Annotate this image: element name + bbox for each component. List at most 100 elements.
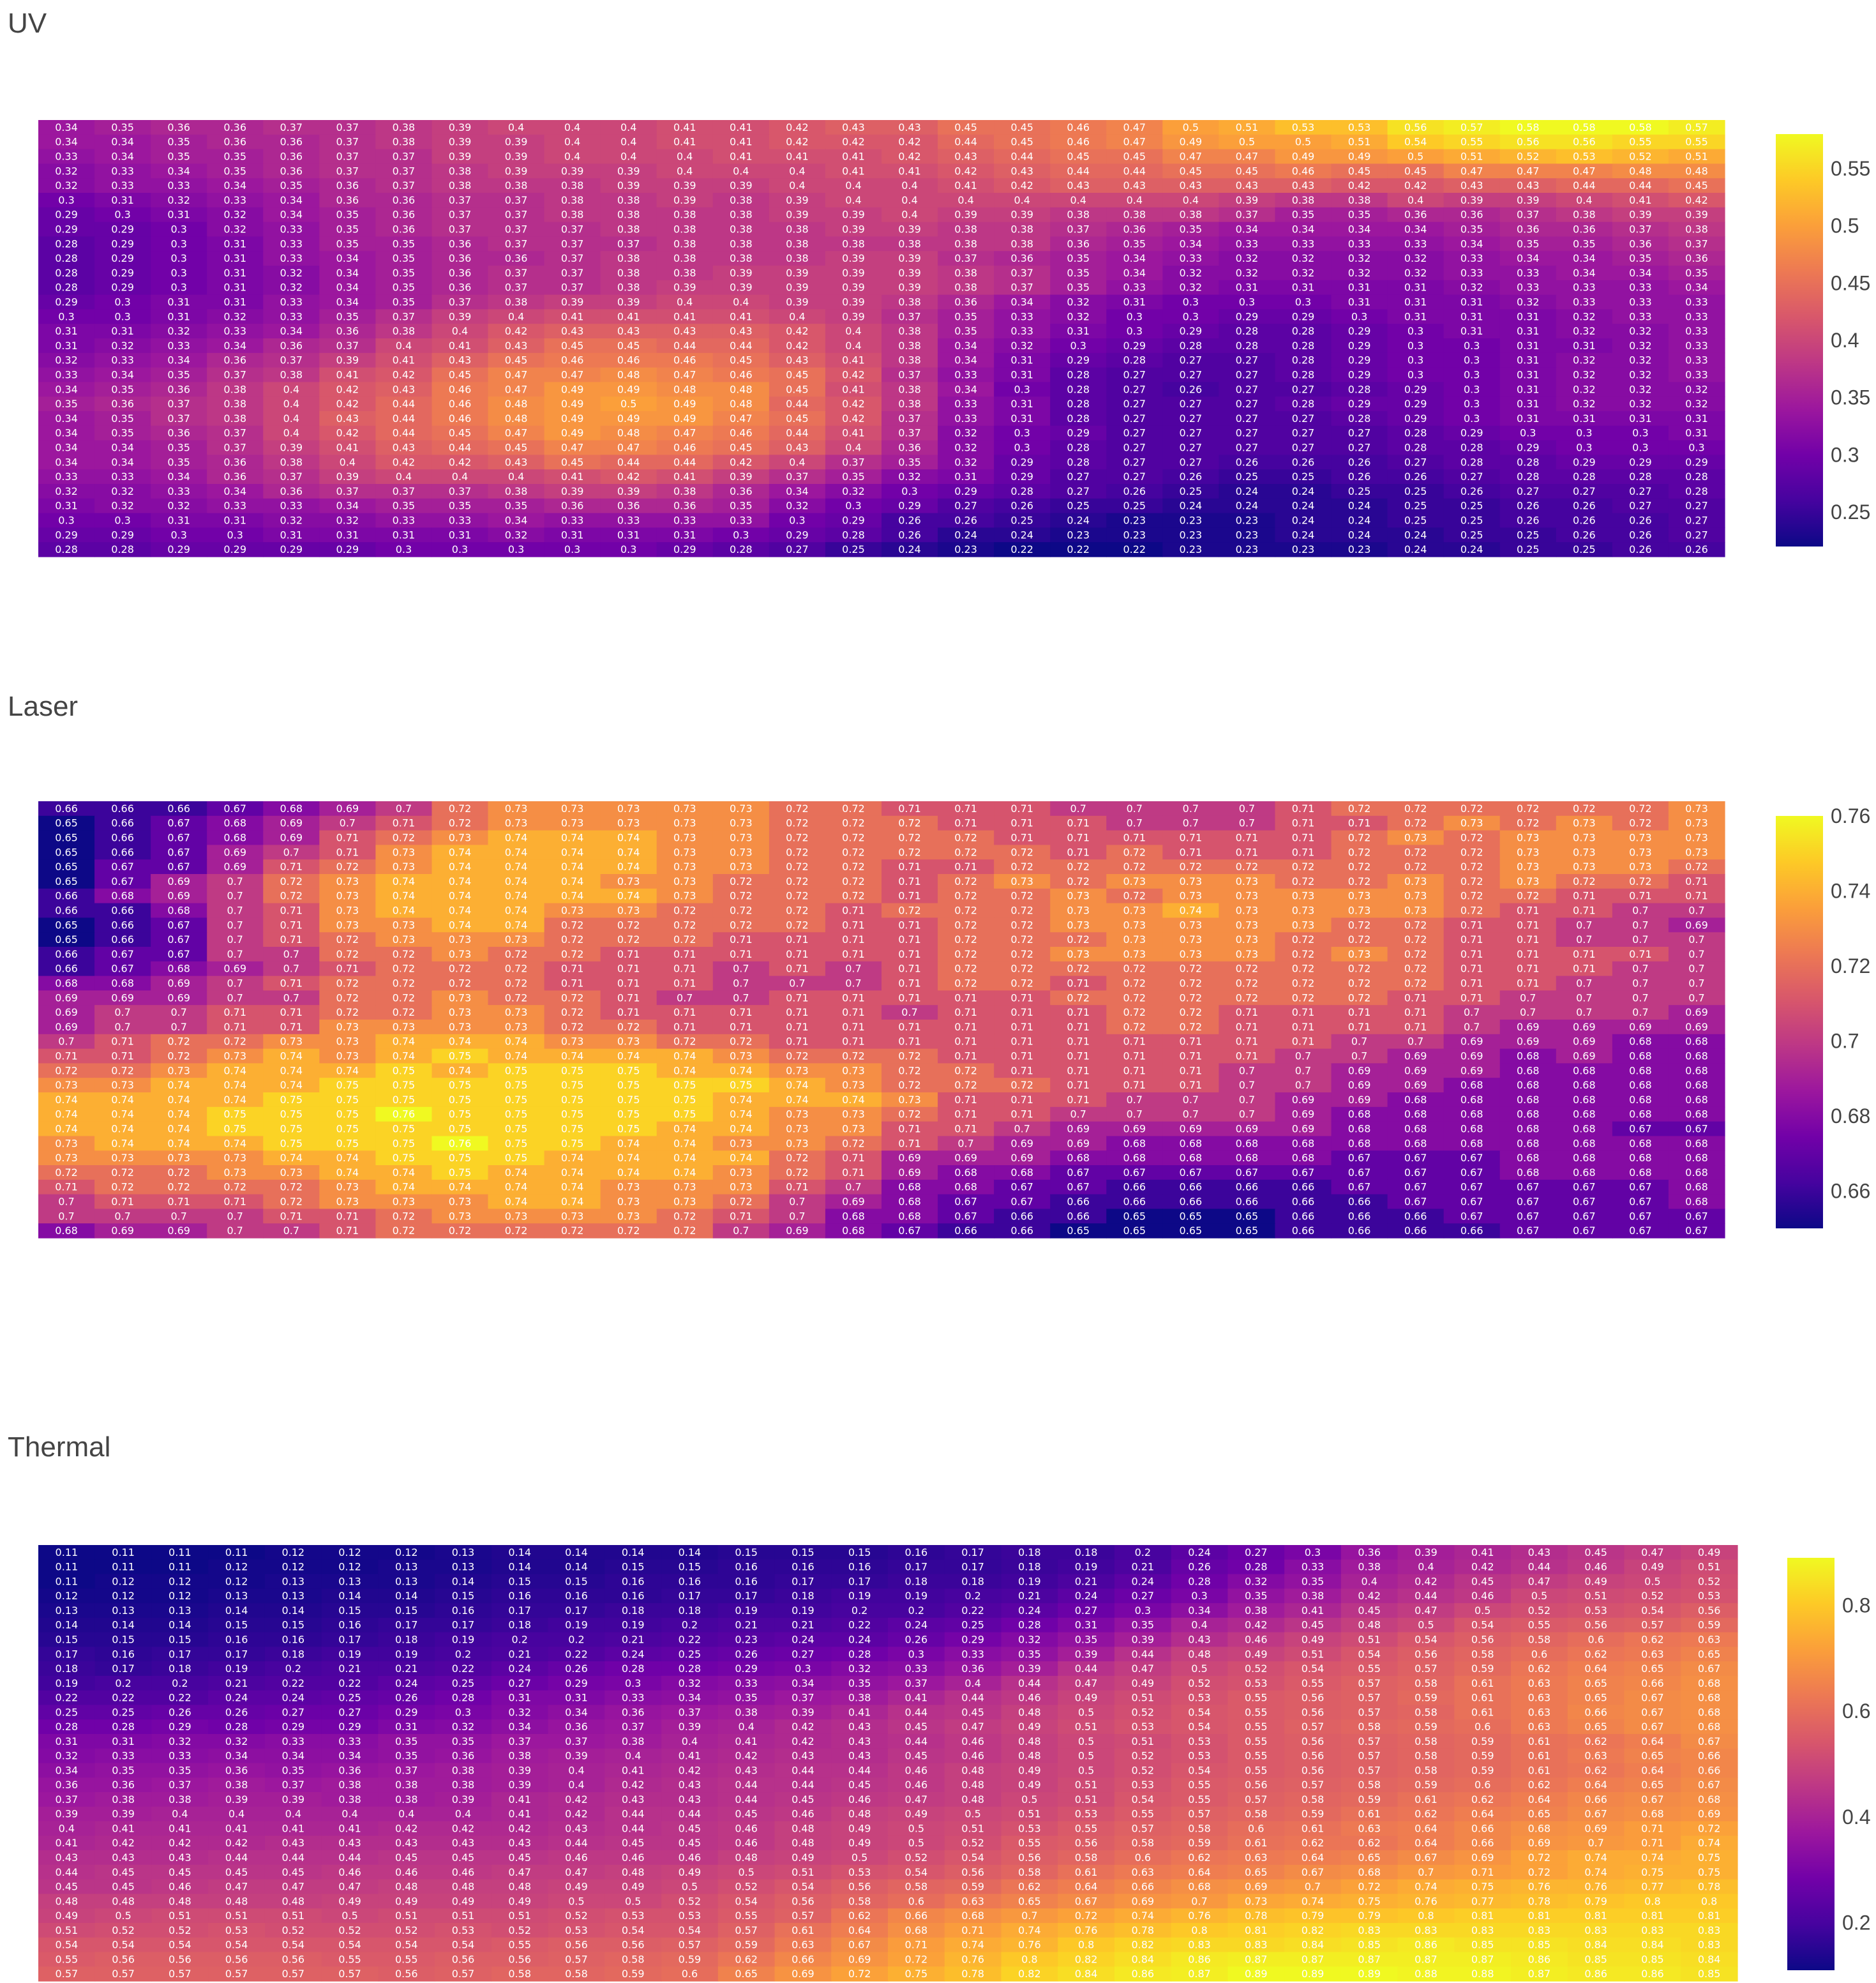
uv-cell-label: 0.43: [673, 325, 696, 337]
thermal-cell-label: 0.12: [281, 1561, 304, 1573]
laser-cell: [207, 1092, 264, 1108]
laser-cell-label: 0.73: [617, 1036, 640, 1048]
laser-cell: [1387, 845, 1445, 860]
laser-cell: [1387, 1121, 1445, 1136]
laser-cell-label: 0.73: [167, 1152, 190, 1164]
laser-cell-label: 0.73: [561, 1210, 584, 1222]
laser-cell: [656, 1005, 714, 1020]
laser-cell: [1499, 1179, 1557, 1195]
laser-cell-label: 0.66: [1404, 1210, 1427, 1222]
uv-cell-label: 0.43: [1236, 179, 1259, 192]
thermal-cell: [888, 1545, 945, 1560]
laser-cell-label: 0.74: [505, 1166, 528, 1179]
laser-cell: [656, 1223, 714, 1239]
uv-cell: [600, 484, 657, 499]
laser-cell: [1387, 990, 1445, 1006]
thermal-cell-label: 0.32: [169, 1735, 191, 1747]
laser-cell: [769, 903, 826, 918]
thermal-cell-label: 0.28: [622, 1663, 645, 1675]
thermal-cell-label: 0.17: [905, 1561, 928, 1573]
laser-cell: [712, 1165, 770, 1180]
laser-cell: [319, 961, 376, 977]
uv-cell: [825, 324, 882, 339]
laser-cell-label: 0.75: [617, 1079, 640, 1091]
laser-cell-label: 0.69: [1685, 1006, 1708, 1018]
thermal-cell-label: 0.56: [1302, 1750, 1324, 1762]
uv-cell: [544, 309, 601, 324]
thermal-cell-label: 0.12: [112, 1590, 135, 1602]
uv-cell: [94, 527, 151, 543]
uv-cell: [38, 236, 95, 252]
uv-cell: [1499, 513, 1557, 528]
laser-cell: [1387, 1165, 1445, 1180]
uv-cell-label: 0.42: [336, 427, 359, 439]
thermal-cell-label: 0.52: [1188, 1677, 1211, 1689]
uv-cell: [1331, 222, 1388, 237]
laser-cell: [207, 932, 264, 947]
uv-cell: [94, 440, 151, 455]
laser-cell-label: 0.71: [954, 1050, 977, 1062]
uv-cell-label: 0.3: [733, 529, 749, 541]
laser-cell: [1443, 1165, 1501, 1180]
uv-cell-label: 0.5: [1295, 136, 1311, 148]
laser-cell: [600, 1063, 657, 1078]
uv-cell: [319, 294, 376, 310]
uv-cell: [1219, 469, 1276, 485]
laser-cell: [431, 1063, 489, 1078]
uv-cell-label: 0.26: [1573, 500, 1596, 512]
laser-cell: [151, 1179, 207, 1195]
laser-cell: [656, 903, 714, 918]
uv-cell-label: 0.51: [1348, 136, 1371, 148]
uv-cell-label: 0.29: [336, 543, 359, 555]
uv-cell-label: 0.27: [1236, 427, 1259, 439]
uv-colorbar: [1776, 134, 1823, 547]
laser-cell-label: 0.72: [1517, 817, 1540, 829]
uv-cell: [1556, 411, 1613, 426]
thermal-cell-label: 0.17: [395, 1619, 418, 1631]
laser-cell-label: 0.72: [223, 1181, 246, 1193]
uv-cell-label: 0.36: [223, 136, 246, 148]
uv-cell-label: 0.33: [617, 515, 640, 527]
laser-cell-label: 0.74: [561, 875, 584, 887]
laser-cell: [1499, 1136, 1557, 1151]
laser-cell: [1612, 845, 1669, 860]
uv-cell: [1556, 294, 1613, 310]
laser-cell-label: 0.72: [842, 890, 865, 902]
laser-cell-label: 0.68: [1517, 1094, 1540, 1106]
laser-cell-label: 0.72: [1460, 846, 1483, 858]
laser-cell-label: 0.66: [1404, 1225, 1427, 1237]
uv-cell-label: 0.39: [898, 223, 921, 236]
laser-cell-label: 0.71: [1460, 991, 1483, 1004]
uv-cell: [600, 396, 657, 412]
uv-cell: [1162, 367, 1219, 382]
uv-cell-label: 0.38: [393, 136, 416, 148]
uv-cell-label: 0.38: [449, 165, 472, 177]
laser-cell: [151, 1106, 207, 1122]
laser-cell: [94, 947, 151, 962]
laser-cell-label: 0.73: [505, 1210, 528, 1222]
laser-cell-label: 0.72: [673, 933, 696, 946]
laser-cell-label: 0.72: [1404, 963, 1427, 975]
laser-cell: [1050, 1034, 1107, 1050]
uv-cell: [1499, 149, 1557, 164]
uv-cell: [207, 120, 264, 135]
uv-cell: [1275, 207, 1332, 223]
uv-cell: [769, 294, 826, 310]
thermal-cell-label: 0.24: [1075, 1590, 1098, 1602]
uv-cell-label: 0.39: [617, 485, 640, 497]
uv-cell-label: 0.37: [505, 223, 528, 236]
laser-cell: [1612, 917, 1669, 933]
laser-cell-label: 0.74: [561, 1166, 584, 1179]
laser-cell: [151, 1078, 207, 1093]
laser-cell: [263, 1165, 320, 1180]
laser-cell-label: 0.72: [111, 1181, 134, 1193]
laser-cell-label: 0.67: [1348, 1181, 1371, 1193]
laser-cell-label: 0.72: [842, 817, 865, 829]
uv-cell: [1162, 542, 1219, 557]
thermal-cell-label: 0.65: [1698, 1648, 1721, 1660]
uv-cell-label: 0.34: [1517, 252, 1540, 264]
laser-cell-label: 0.72: [954, 1064, 977, 1076]
laser-cell-label: 0.72: [393, 1210, 416, 1222]
uv-cell-label: 0.45: [561, 456, 584, 468]
uv-cell: [431, 498, 489, 514]
